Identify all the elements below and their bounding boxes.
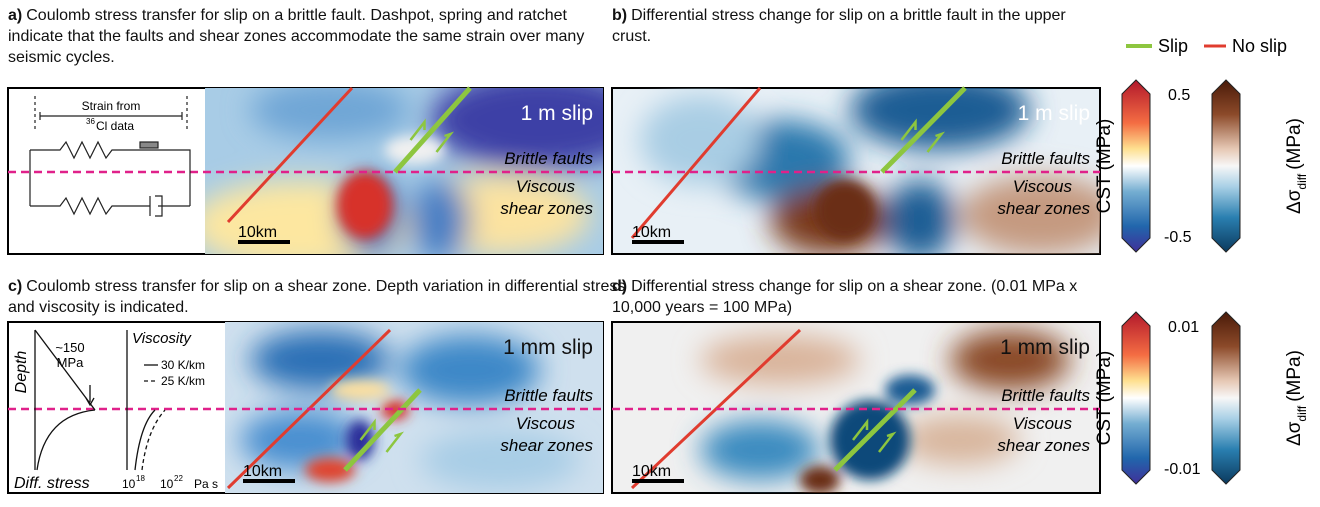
- cst-axis-label: CST (MPa): [1094, 351, 1115, 446]
- min-label: -0.01: [1164, 461, 1201, 478]
- max-label: 0.01: [1168, 319, 1199, 336]
- diff-colorbar: [1212, 80, 1240, 252]
- cst-colorbar: [1122, 312, 1150, 484]
- inset-text: 18: [136, 474, 145, 483]
- inset-text: 22: [174, 474, 183, 483]
- scale-label: 10km: [243, 463, 282, 480]
- shear-label: shear zones: [500, 199, 593, 218]
- inset-text: 30 K/km: [161, 358, 205, 372]
- shear-label: shear zones: [997, 436, 1090, 455]
- scale-label: 10km: [238, 224, 277, 241]
- cst-colorbar: [1122, 80, 1150, 252]
- slip-label: 1 mm slip: [1000, 336, 1090, 359]
- inset-text: Viscosity: [132, 330, 192, 347]
- inset-text: MPa: [57, 355, 85, 370]
- diff-symbol: Δσ: [1284, 189, 1305, 214]
- inset-text: 36: [86, 117, 95, 126]
- inset-text: Strain from: [82, 99, 141, 113]
- shear-label: shear zones: [500, 436, 593, 455]
- diff-symbol: Δσ: [1284, 421, 1305, 446]
- inset-text: Depth: [13, 351, 30, 394]
- viscous-label: Viscous: [1013, 177, 1073, 196]
- inset-text: Pa s: [194, 477, 218, 491]
- figure: {"legend":{"slip":"Slip","no_slip":"No s…: [0, 0, 1320, 507]
- maps: 1 m slip Brittle faults Viscous shear zones…: [0, 0, 1320, 507]
- diff-unit: (MPa): [1284, 350, 1305, 402]
- diff-unit: (MPa): [1284, 118, 1305, 170]
- inset-text: ~150: [55, 340, 84, 355]
- brittle-label: Brittle faults: [504, 149, 593, 168]
- scale-label: 10km: [632, 463, 671, 480]
- brittle-label: Brittle faults: [1001, 149, 1090, 168]
- scale-label: 10km: [632, 224, 671, 241]
- viscous-label: Viscous: [1013, 414, 1073, 433]
- slip-label: 1 m slip: [1018, 102, 1090, 125]
- viscous-label: Viscous: [516, 414, 576, 433]
- viscous-label: Viscous: [516, 177, 576, 196]
- diff-axis-label: Δσdiff (MPa): [1284, 350, 1309, 446]
- slip-label: 1 mm slip: [503, 336, 593, 359]
- diff-subscript: diff: [1295, 405, 1309, 421]
- inset-text: Diff. stress: [14, 475, 90, 492]
- inset-text: Cl data: [96, 119, 134, 133]
- inset-text: 10: [122, 477, 136, 491]
- brittle-label: Brittle faults: [504, 386, 593, 405]
- diff-colorbar: [1212, 312, 1240, 484]
- diff-subscript: diff: [1295, 173, 1309, 189]
- inset-text: 25 K/km: [161, 374, 205, 388]
- min-label: -0.5: [1164, 229, 1192, 246]
- brittle-label: Brittle faults: [1001, 386, 1090, 405]
- cst-axis-label: CST (MPa): [1094, 119, 1115, 214]
- diff-axis-label: Δσdiff (MPa): [1284, 118, 1309, 214]
- shear-label: shear zones: [997, 199, 1090, 218]
- max-label: 0.5: [1168, 87, 1190, 104]
- inset-text: 10: [160, 477, 174, 491]
- slip-label: 1 m slip: [521, 102, 593, 125]
